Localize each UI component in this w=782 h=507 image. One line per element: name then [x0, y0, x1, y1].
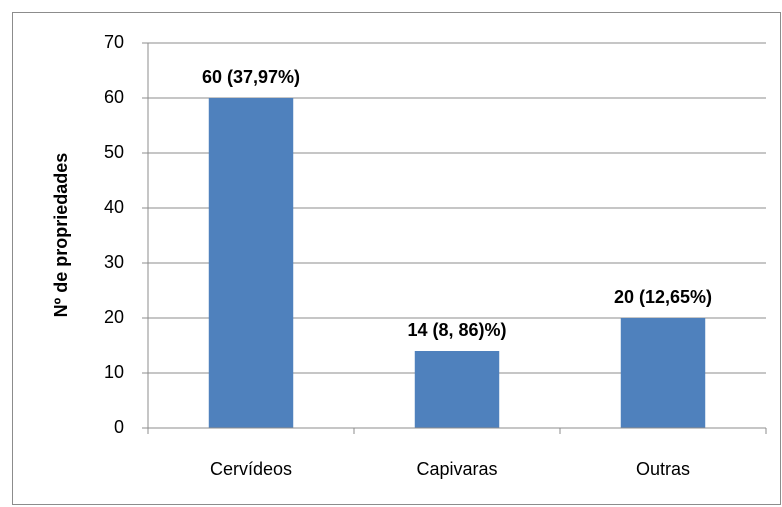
value-label: 60 (37,97%) — [202, 67, 300, 87]
y-tick-label: 20 — [104, 307, 124, 327]
x-tick-label: Capivaras — [416, 459, 497, 479]
bar — [414, 351, 500, 428]
y-tick-label: 50 — [104, 142, 124, 162]
y-tick-label: 40 — [104, 197, 124, 217]
value-label: 14 (8, 86)%) — [407, 320, 506, 340]
y-axis-label: Nº de propriedades — [51, 153, 71, 318]
y-tick-label: 60 — [104, 87, 124, 107]
x-tick-label: Outras — [636, 459, 690, 479]
y-tick-label: 0 — [114, 417, 124, 437]
y-tick-label: 70 — [104, 32, 124, 52]
value-label: 20 (12,65%) — [614, 287, 712, 307]
bar — [620, 318, 706, 428]
y-tick-label: 30 — [104, 252, 124, 272]
y-tick-label: 10 — [104, 362, 124, 382]
x-tick-label: Cervídeos — [210, 459, 292, 479]
bar — [208, 98, 294, 428]
chart-frame — [12, 12, 781, 505]
